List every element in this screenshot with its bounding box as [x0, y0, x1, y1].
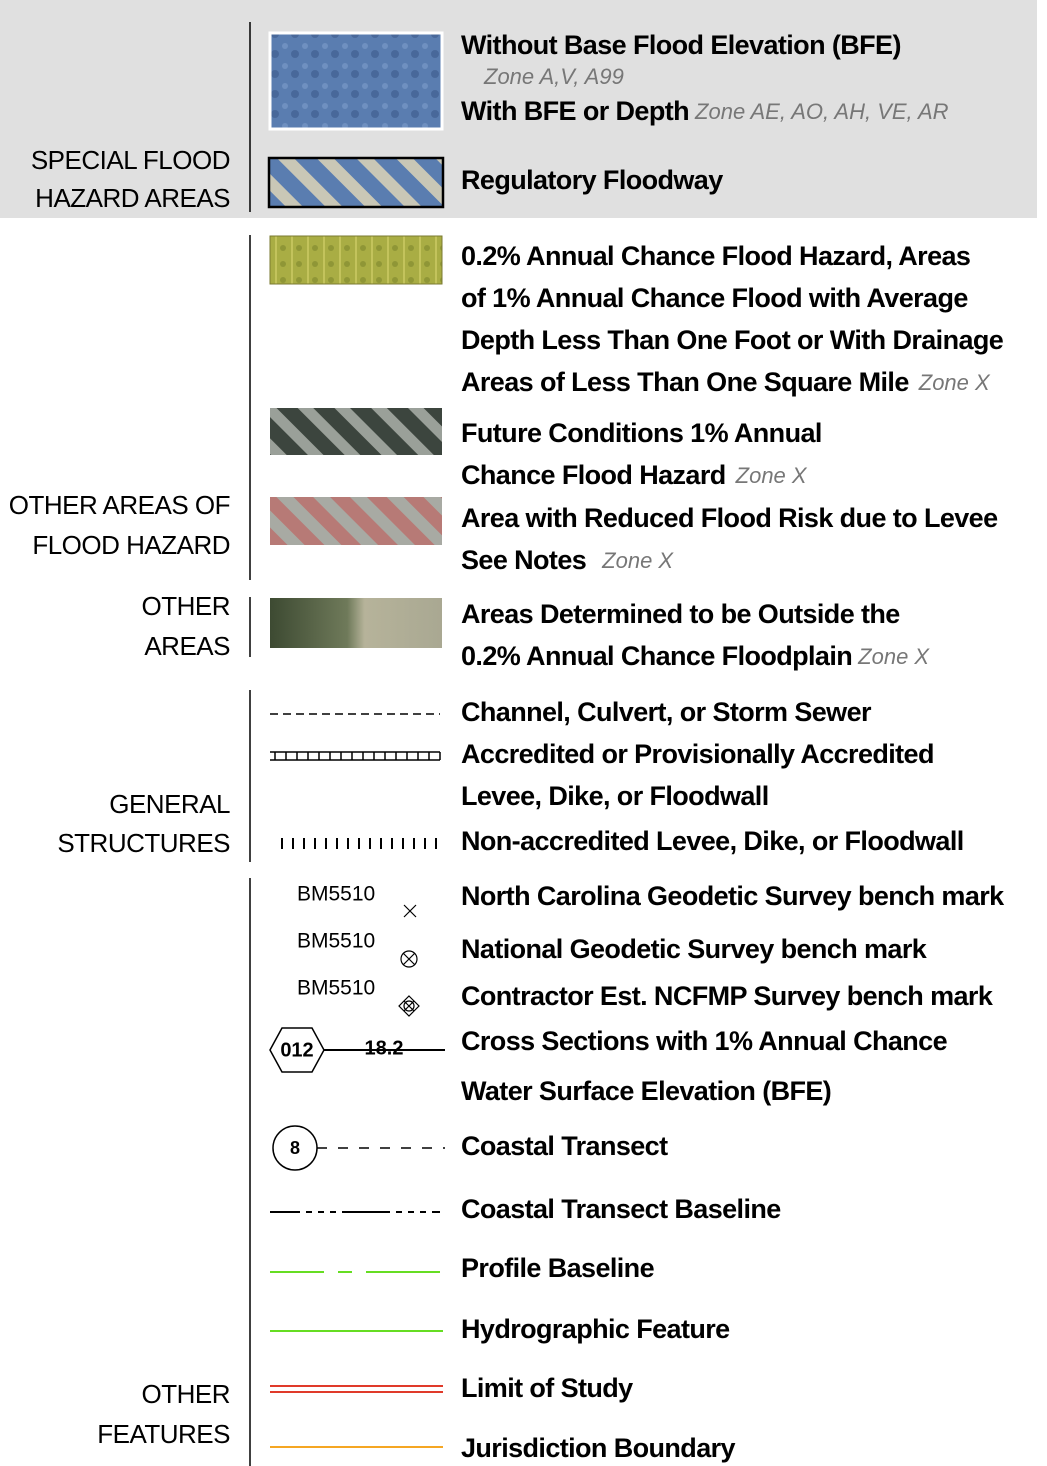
item-text: Profile Baseline — [461, 1253, 655, 1283]
item-text: With BFE or Depth Zone AE, AO, AH, VE, AR — [461, 96, 949, 126]
item-text: Coastal Transect Baseline — [461, 1194, 781, 1224]
special-band — [0, 0, 1037, 218]
item-text: Future Conditions 1% Annual — [461, 418, 822, 448]
swatch — [269, 235, 443, 285]
item-text: Coastal Transect — [461, 1131, 668, 1161]
item-line: 0.2% Annual Chance Floodplain — [461, 641, 852, 671]
item-text: North Carolina Geodetic Survey bench mar… — [461, 881, 1005, 911]
section-label: GENERAL — [109, 789, 230, 819]
bench-mark-label: BM5510 — [297, 930, 375, 953]
item-text: of 1% Annual Chance Flood with Average — [461, 283, 968, 313]
item-text: Depth Less Than One Foot or With Drainag… — [461, 325, 1004, 355]
limit-of-study-symbol — [270, 1385, 443, 1393]
item-text: Contractor Est. NCFMP Survey bench mark — [461, 981, 994, 1011]
zone: Zone A,V, A99 — [483, 64, 624, 89]
section-label: AREAS — [144, 631, 230, 661]
item-line: Chance Flood Hazard — [461, 460, 726, 490]
item-text: 0.2% Annual Chance Floodplain Zone X — [461, 641, 930, 671]
section-label: HAZARD AREAS — [35, 183, 230, 213]
accredited-levee-symbol — [270, 751, 441, 761]
item-text: National Geodetic Survey bench mark — [461, 934, 928, 964]
transect-number: 8 — [290, 1138, 300, 1158]
item-text: Without Base Flood Elevation (BFE) — [461, 30, 901, 60]
section-label: STRUCTURES — [57, 828, 230, 858]
coastal-transect-symbol — [272, 1125, 445, 1171]
swatch — [267, 156, 445, 209]
section-label: OTHER AREAS OF — [9, 490, 230, 520]
section-label: OTHER — [142, 591, 231, 621]
item-text: Cross Sections with 1% Annual Chance — [461, 1026, 948, 1056]
cross-section-elevation: 18.2 — [365, 1037, 404, 1059]
zone: Zone X — [735, 463, 808, 488]
zone: Zone X — [857, 644, 930, 669]
item-text: Levee, Dike, or Floodwall — [461, 781, 769, 811]
item-text: Regulatory Floodway — [461, 165, 723, 195]
section-label: OTHER — [142, 1379, 231, 1409]
item-text: Jurisdiction Boundary — [461, 1433, 736, 1463]
bench-mark-label: BM5510 — [297, 883, 375, 906]
item-text: Limit of Study — [461, 1373, 633, 1403]
swatch — [270, 598, 442, 648]
zone: Zone X — [918, 370, 991, 395]
swatch — [268, 31, 444, 131]
cross-section-number: 012 — [280, 1039, 313, 1061]
bench-mark-label: BM5510 — [297, 977, 375, 1000]
non-accredited-levee-symbol — [281, 838, 437, 849]
bench-mark-symbol — [398, 995, 420, 1017]
swatch — [270, 497, 442, 545]
item-text: Areas of Less Than One Square Mile Zone X — [461, 367, 991, 397]
item-text: Hydrographic Feature — [461, 1314, 730, 1344]
item-text: See Notes Zone X — [461, 545, 674, 575]
item-text: Non-accredited Levee, Dike, or Floodwall — [461, 826, 964, 856]
section-label: FLOOD HAZARD — [32, 530, 230, 560]
item-line: See Notes — [461, 545, 586, 575]
item-text: Water Surface Elevation (BFE) — [461, 1076, 831, 1106]
section-label: SPECIAL FLOOD — [31, 145, 230, 175]
item-text: 0.2% Annual Chance Flood Hazard, Areas — [461, 241, 970, 271]
item-text: Chance Flood Hazard Zone X — [461, 460, 808, 490]
section-label: FEATURES — [97, 1419, 230, 1449]
swatch — [270, 408, 442, 455]
item-text: Areas Determined to be Outside the — [461, 599, 900, 629]
item-line: Areas of Less Than One Square Mile — [461, 367, 909, 397]
item-text: Area with Reduced Flood Risk due to Leve… — [461, 503, 998, 533]
cross-section-symbol — [269, 1027, 445, 1073]
bench-mark-symbol — [400, 950, 418, 968]
bench-mark-symbol — [403, 904, 417, 918]
item-text: Accredited or Provisionally Accredited — [461, 739, 934, 769]
item-line: With BFE or Depth — [461, 96, 689, 126]
zone: Zone AE, AO, AH, VE, AR — [694, 99, 949, 124]
item-text: Channel, Culvert, or Storm Sewer — [461, 697, 872, 727]
zone: Zone X — [601, 548, 674, 573]
